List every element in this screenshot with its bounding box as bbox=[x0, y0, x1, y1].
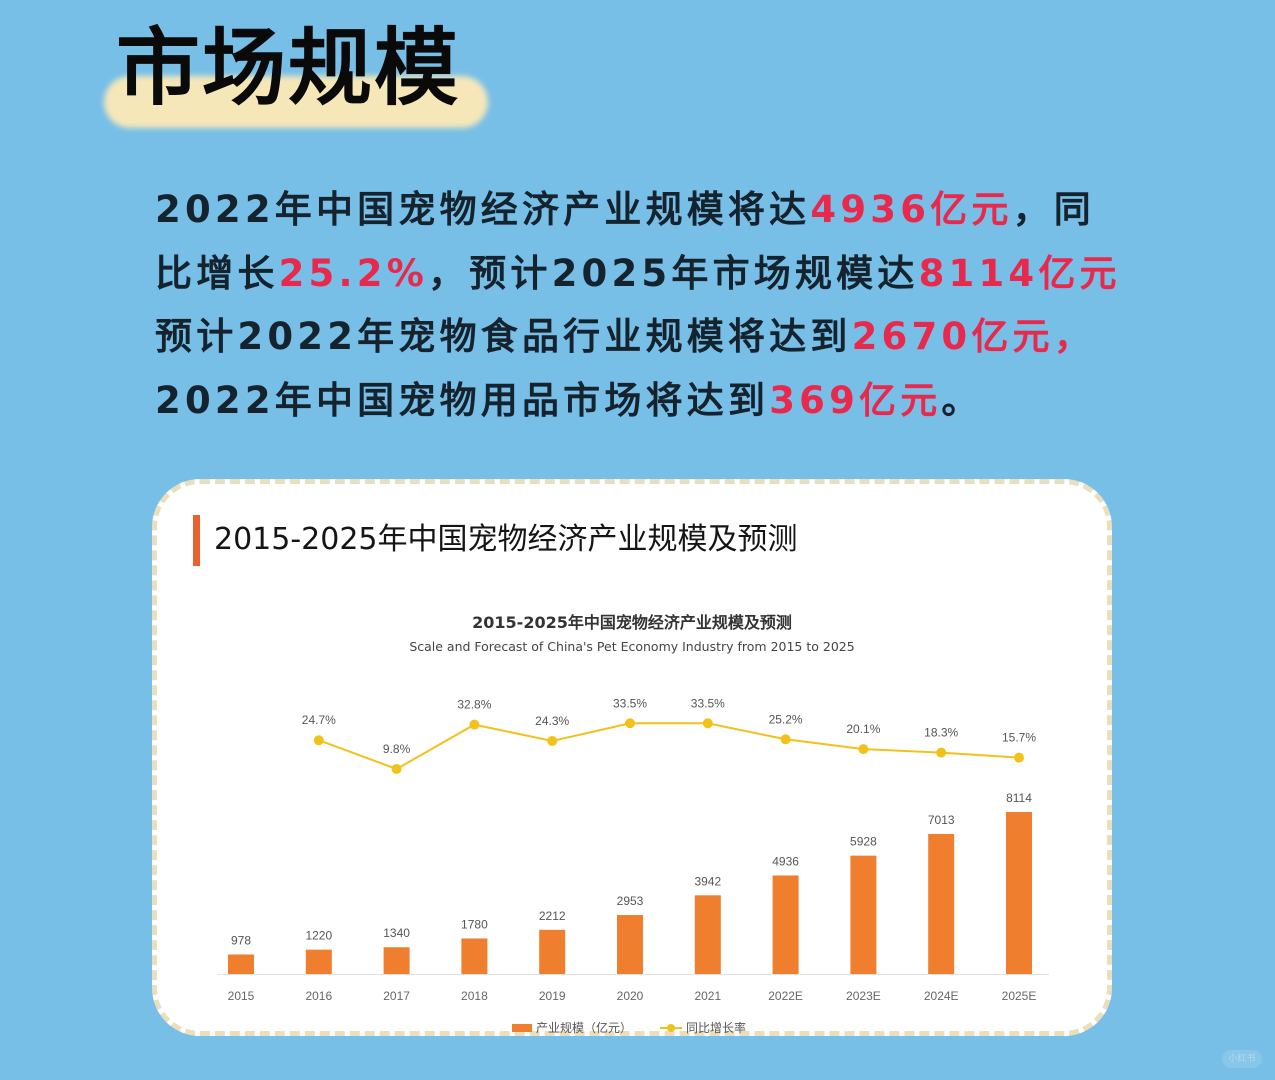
x-tick-label: 2024E bbox=[924, 989, 959, 1003]
growth-rate-label: 18.3% bbox=[924, 726, 958, 740]
x-tick-label: 2021 bbox=[694, 989, 721, 1003]
bar bbox=[694, 895, 721, 974]
summary-text: ，同 bbox=[1012, 188, 1095, 231]
summary-text: 。 bbox=[941, 378, 983, 422]
growth-rate-label: 9.8% bbox=[383, 742, 411, 756]
summary-text: 2022年中国宠物经济产业规模将达 bbox=[155, 188, 811, 231]
bar bbox=[461, 938, 488, 974]
summary-text: 比增长 bbox=[155, 251, 279, 295]
x-tick-label: 2015 bbox=[228, 989, 255, 1003]
summary-line: 2022年中国宠物用品市场将达到369亿元。 bbox=[155, 369, 1155, 433]
bar-value-label: 2212 bbox=[539, 909, 566, 923]
bar bbox=[305, 949, 332, 974]
bar-swatch-icon bbox=[512, 1023, 532, 1032]
growth-point bbox=[780, 734, 791, 745]
x-tick-label: 2019 bbox=[539, 989, 566, 1003]
highlight-value: 369亿元 bbox=[769, 378, 942, 422]
growth-point bbox=[936, 747, 947, 758]
growth-point bbox=[547, 736, 558, 747]
bar-value-label: 1780 bbox=[461, 917, 488, 931]
bar bbox=[850, 855, 877, 974]
highlight-value: 4936亿元 bbox=[810, 188, 1013, 231]
chart-legend: 产业规模（亿元） 同比增长率 bbox=[512, 1019, 746, 1036]
x-tick-label: 2025E bbox=[1002, 989, 1037, 1003]
legend-bar-label: 产业规模（亿元） bbox=[536, 1021, 633, 1035]
summary-text: 2022年中国宠物用品市场将达到 bbox=[155, 378, 770, 422]
x-tick-label: 2018 bbox=[461, 989, 488, 1003]
line-swatch-icon bbox=[660, 1023, 683, 1032]
heading-accent-bar bbox=[193, 515, 200, 566]
x-tick-label: 2023E bbox=[846, 989, 881, 1003]
x-tick-label: 2017 bbox=[383, 989, 410, 1003]
highlight-value: ， bbox=[1053, 315, 1095, 358]
bar-value-label: 1340 bbox=[383, 926, 410, 940]
growth-rate-label: 20.1% bbox=[846, 722, 880, 736]
title-highlight bbox=[104, 76, 488, 128]
bar-value-label: 3942 bbox=[694, 874, 721, 888]
bar-value-label: 7013 bbox=[928, 813, 955, 827]
growth-rate-label: 33.5% bbox=[691, 696, 725, 710]
watermark: 小红书 bbox=[1222, 1050, 1262, 1068]
bar bbox=[228, 954, 254, 974]
bar bbox=[928, 833, 955, 974]
card-heading: 2015-2025年中国宠物经济产业规模及预测 bbox=[214, 522, 798, 557]
bar bbox=[539, 929, 566, 974]
bar-line-chart: 978 2015 1220 2016 1340 2017 1780 2018 2212 2019 2… bbox=[217, 696, 1049, 1003]
bar-value-label: 5928 bbox=[850, 835, 877, 849]
growth-point bbox=[469, 719, 480, 730]
growth-point bbox=[1014, 752, 1024, 763]
bar bbox=[772, 875, 799, 974]
growth-point bbox=[391, 764, 402, 774]
x-tick-label: 2016 bbox=[305, 989, 332, 1003]
bar-value-label: 4936 bbox=[772, 854, 799, 868]
summary-line: 比增长25.2%，预计2025年市场规模达8114亿元 bbox=[155, 242, 1155, 306]
summary-paragraph: 2022年中国宠物经济产业规模将达4936亿元，同 比增长25.2%，预计2025… bbox=[155, 178, 1155, 432]
summary-line: 预计2022年宠物食品行业规模将达到2670亿元， bbox=[155, 305, 1155, 369]
growth-rate-label: 32.8% bbox=[457, 698, 491, 712]
legend-item-line: 同比增长率 bbox=[660, 1019, 746, 1036]
growth-rate-label: 33.5% bbox=[613, 696, 647, 710]
growth-point bbox=[858, 744, 869, 755]
legend-line-label: 同比增长率 bbox=[686, 1021, 747, 1035]
page-title: 市场规模 bbox=[116, 19, 461, 117]
hero-title-block: 市场规模 bbox=[100, 18, 495, 128]
bar-value-label: 2953 bbox=[617, 894, 644, 908]
growth-rate-label: 24.3% bbox=[535, 714, 569, 728]
summary-text: ，预计2025年市场规模达 bbox=[427, 251, 919, 295]
growth-rate-label: 25.2% bbox=[769, 712, 803, 726]
bar-value-label: 8114 bbox=[1006, 791, 1032, 805]
growth-rate-line bbox=[318, 722, 1020, 771]
growth-rate-label: 15.7% bbox=[1002, 731, 1036, 745]
highlight-value: 2670亿元 bbox=[851, 315, 1054, 358]
x-tick-label: 2020 bbox=[617, 989, 644, 1003]
bar-value-label: 1220 bbox=[305, 929, 332, 943]
highlight-value: 8114亿元 bbox=[918, 251, 1121, 295]
chart-title: 2015-2025年中国宠物经济产业规模及预测 bbox=[472, 613, 792, 632]
x-tick-label: 2022E bbox=[768, 989, 803, 1003]
bar-value-label: 978 bbox=[231, 933, 251, 947]
summary-text: 预计2022年宠物食品行业规模将达到 bbox=[155, 315, 852, 358]
growth-point bbox=[702, 718, 713, 729]
bar bbox=[617, 915, 643, 974]
bar bbox=[383, 947, 410, 974]
highlight-value: 25.2% bbox=[278, 251, 428, 295]
bar bbox=[1006, 812, 1032, 974]
chart-subtitle: Scale and Forecast of China's Pet Econom… bbox=[409, 639, 855, 654]
growth-point bbox=[625, 718, 635, 729]
growth-rate-label: 24.7% bbox=[302, 713, 336, 727]
summary-line: 2022年中国宠物经济产业规模将达4936亿元，同 bbox=[155, 178, 1155, 242]
chart-card: 2015-2025年中国宠物经济产业规模及预测 2015-2025年中国宠物经济… bbox=[152, 479, 1112, 1036]
legend-item-bar: 产业规模（亿元） bbox=[512, 1019, 632, 1036]
growth-point bbox=[313, 735, 324, 746]
